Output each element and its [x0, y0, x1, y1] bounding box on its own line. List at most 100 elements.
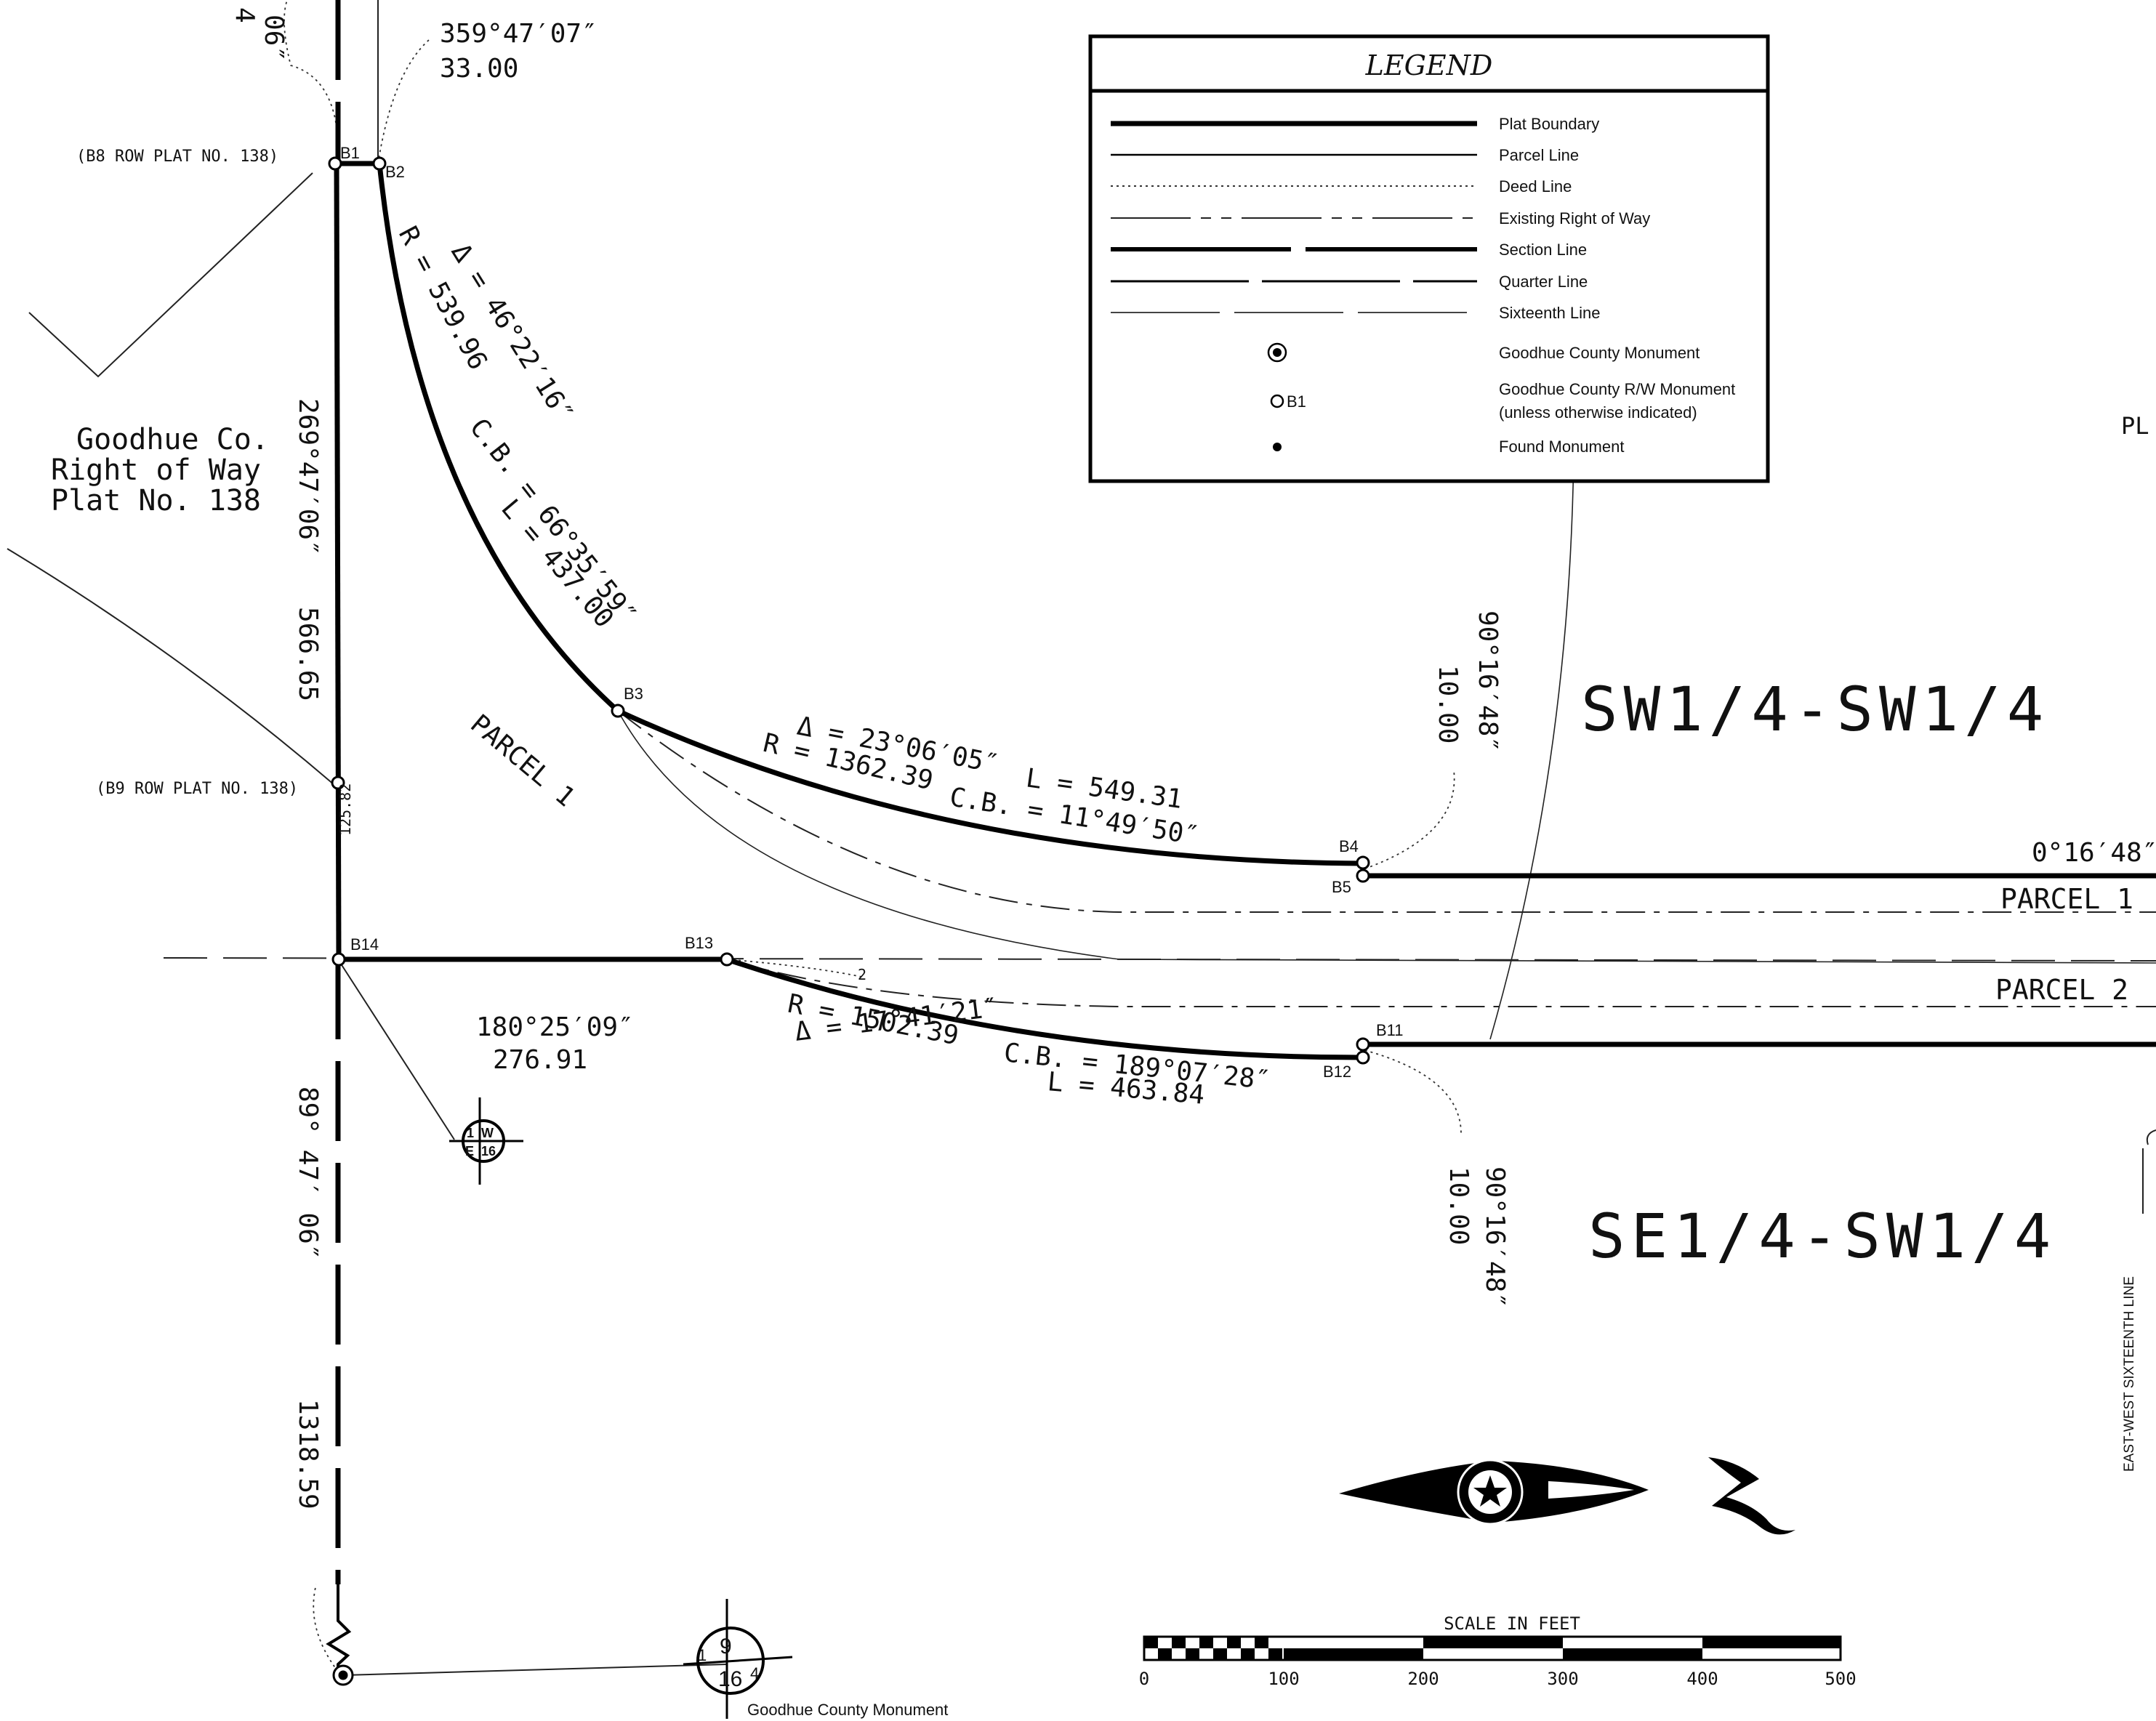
label-b12: B12: [1323, 1063, 1351, 1081]
pl-partial: PL: [2121, 412, 2149, 440]
monument-b11: [1356, 1037, 1370, 1052]
parcel-arc-line: [7, 548, 335, 786]
legend-label-sixteenth-line: Sixteenth Line: [1499, 304, 1600, 322]
parcel-line-inner: [617, 710, 2156, 964]
label-b5: B5: [1332, 878, 1351, 896]
west-lower-bearing: 89° 47′ 06″: [293, 1087, 323, 1259]
south-bearing: 180°25′09″: [476, 1012, 634, 1042]
east-upper-distance: 10.00: [1433, 665, 1463, 743]
monument-b12: [1356, 1050, 1370, 1065]
b9-reference: (B9 ROW PLAT NO. 138): [96, 780, 298, 798]
dotted-deed-lines: [283, 0, 1462, 1672]
b8-reference: (B8 ROW PLAT NO. 138): [76, 148, 278, 166]
east-lower-bearing: 90°16′48″: [1480, 1166, 1510, 1308]
label-b1: B1: [340, 144, 360, 162]
tie-line-bottom: [342, 1664, 728, 1676]
west-distance: 566.65: [293, 607, 323, 701]
scale-title: SCALE IN FEET: [1444, 1613, 1580, 1634]
existing-row-line-upper: [617, 710, 2156, 913]
east-upper-bearing: 90°16′48″: [1473, 610, 1503, 752]
legend-label-county-monument: Goodhue County Monument: [1499, 344, 1700, 362]
scale-tick-300: 300: [1547, 1669, 1578, 1689]
east-west-sixteenth-line: EAST-WEST SIXTEENTH LINE: [2122, 1276, 2137, 1472]
quarter-label-lower: SE1/4-SW1/4: [1588, 1201, 2056, 1272]
legend-title: LEGEND: [1365, 49, 1493, 81]
point-labels: B1 B2 B3 B4 B5 B11 B12 B13 B14: [340, 144, 1404, 1081]
top-left-partial-2: 06″: [259, 15, 289, 62]
segment-b9-b14: 125.82: [337, 783, 354, 836]
corner1-d: 16: [481, 1144, 496, 1158]
monument-b3: [611, 704, 625, 718]
scale-tick-0: 0: [1139, 1669, 1149, 1689]
label-b3: B3: [624, 685, 643, 703]
scale-tick-100: 100: [1268, 1669, 1299, 1689]
legend-label-row-monument: Goodhue County R/W Monument: [1499, 380, 1735, 398]
monument-b1: [328, 156, 342, 171]
background-linework: [7, 0, 2156, 1676]
legend-label-deed-line: Deed Line: [1499, 177, 1572, 196]
dotted-line: [1359, 1048, 1462, 1134]
monument-b5: [1356, 868, 1370, 883]
corner1-a: 1: [467, 1126, 474, 1140]
quarter-label-upper: SW1/4-SW1/4: [1581, 674, 2049, 745]
dotted-line: [377, 39, 430, 164]
curve-b13-b12: [725, 956, 1363, 1060]
legend: LEGEND B1 Plat Boundary Parcel Line Deed…: [1088, 34, 1770, 483]
dotted-line: [1359, 770, 1455, 871]
monument-b4: [1356, 855, 1370, 870]
corner1-c: E: [465, 1144, 474, 1158]
monument-b2: [372, 156, 387, 171]
scale-tick-400: 400: [1686, 1669, 1718, 1689]
corner-monument-label: Goodhue County Monument: [747, 1701, 948, 1719]
legend-label-parcel-line: Parcel Line: [1499, 146, 1579, 164]
legend-label-section-line: Section Line: [1499, 241, 1587, 259]
curve-b2-b3: [377, 163, 620, 713]
west-bearing: 269°47′06″: [293, 398, 323, 556]
legend-found-monument-symbol: [1273, 443, 1282, 451]
legend-label-row-monument-note: (unless otherwise indicated): [1499, 403, 1697, 422]
row-plat-line1: Goodhue Co.: [76, 423, 269, 456]
parcel2-right: PARCEL 2: [1995, 974, 2128, 1006]
legend-label-plat-boundary: Plat Boundary: [1499, 115, 1599, 133]
deed-line: [28, 172, 313, 378]
scale-checker: [1144, 1637, 1282, 1660]
dotted-line: [313, 1584, 339, 1672]
north-star-icon: [1473, 1475, 1507, 1507]
label-b13: B13: [685, 934, 713, 952]
corner-symbol-2: 9 16 1 4 Goodhue County Monument: [683, 1599, 948, 1719]
plat-boundary: [334, 161, 2156, 1060]
parcel1-diagonal: PARCEL 1: [464, 709, 580, 813]
legend-county-monument-dot: [1273, 348, 1282, 357]
top-distance: 33.00: [440, 54, 518, 84]
legend-row-monument-symbol-text: B1: [1287, 392, 1306, 411]
legend-label-found-monument: Found Monument: [1499, 438, 1624, 456]
monument-b9: [331, 775, 345, 790]
label-b11: B11: [1376, 1021, 1404, 1039]
top-bearing: 359°47′07″: [440, 19, 598, 49]
north-arrow-highlight: [1548, 1481, 1634, 1499]
parcel1-right: PARCEL 1: [2000, 883, 2133, 915]
legend-label-quarter-line: Quarter Line: [1499, 273, 1588, 291]
row-plat-line3: Plat No. 138: [51, 484, 261, 517]
north-n-symbol: [1708, 1457, 1795, 1535]
east-lower-distance: 10.00: [1444, 1166, 1473, 1245]
existing-row-lines: [617, 710, 2156, 1007]
scale-blocks: [1284, 1637, 1841, 1660]
corner2-a: 9: [720, 1635, 732, 1658]
tie-line: [337, 959, 455, 1140]
existing-row-line-lower: [726, 959, 2156, 1007]
scale-bar: SCALE IN FEET 0 100 200 300 400: [1139, 1613, 1857, 1689]
label-b4: B4: [1339, 837, 1359, 855]
label-b14: B14: [350, 935, 379, 954]
corner2-d: 4: [750, 1664, 759, 1682]
curve1-cb: C.B. = 66°35′59″: [464, 413, 643, 630]
sixteenth-leader: [2146, 1129, 2156, 1145]
corner1-b: W: [481, 1126, 494, 1140]
row-plat-line2: Right of Way: [51, 454, 261, 487]
legend-row-monument-symbol: [1270, 394, 1284, 408]
top-left-partial-1: 4: [230, 7, 260, 23]
small-label-2: 2: [858, 966, 866, 983]
label-b2: B2: [385, 163, 405, 181]
county-monument-dot: [338, 1670, 348, 1680]
